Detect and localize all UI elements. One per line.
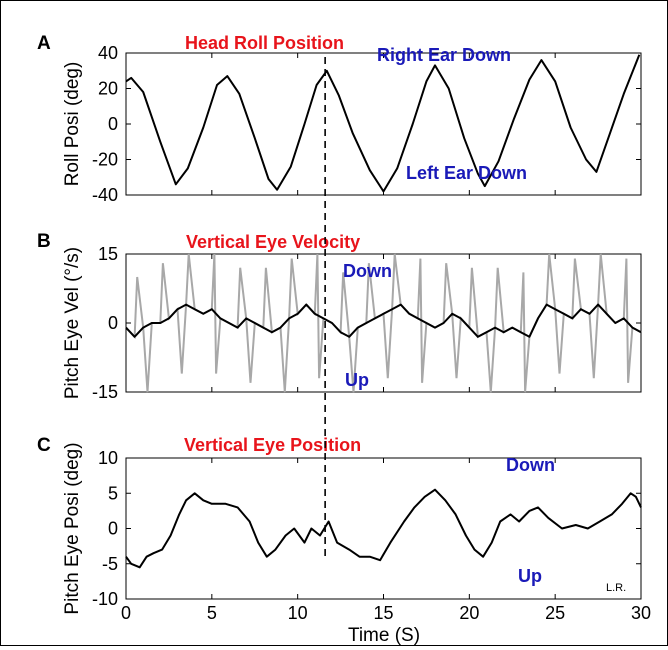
panel-c-x-tick-label: 0	[121, 603, 131, 623]
panel-a-y-tick-label: 40	[98, 43, 118, 63]
panel-c-y-tick-label: 5	[108, 483, 118, 503]
panel-a-y-tick-label: 0	[108, 114, 118, 134]
panel-a-annotation: Right Ear Down	[377, 45, 511, 65]
panel-a-axes-box	[125, 52, 642, 196]
panel-c-y-axis-label: Pitch Eye Posi (deg)	[62, 442, 83, 614]
panel-a-y-axis-label: Roll Posi (deg)	[62, 62, 83, 187]
panel-b-group: 15 0 -15 B Vertical Eye Velocity Down Up Pitch …	[37, 231, 642, 402]
panel-a-y-tick-label: -40	[92, 185, 118, 205]
panel-b-y-tick-label: 15	[98, 244, 118, 264]
panel-c-annotation: Down	[506, 455, 555, 475]
panel-c-x-tick-label: 30	[631, 603, 651, 623]
x-axis-label: Time (S)	[348, 625, 420, 645]
panel-c-y-tick-label: 10	[98, 448, 118, 468]
panel-c-y-tick-label: -5	[102, 554, 118, 574]
panel-c-label: C	[37, 435, 51, 456]
panel-c-title: Vertical Eye Position	[184, 435, 361, 455]
panel-c-y-tick-label: 0	[108, 519, 118, 539]
panel-a-data-line	[125, 54, 641, 193]
credit-text: L.R.	[606, 582, 626, 594]
panel-c-x-tick-label: 25	[545, 603, 565, 623]
panel-b-data-line	[125, 303, 642, 338]
panel-c-data-line	[125, 488, 642, 569]
panel-a-title: Head Roll Position	[185, 33, 344, 53]
panel-a-annotation: Left Ear Down	[406, 163, 527, 183]
raw-eye-velocity-line	[125, 253, 642, 393]
panel-c-x-tick-label: 10	[288, 603, 308, 623]
panel-c-annotation: Up	[518, 566, 542, 586]
panel-c-y-tick-label: -10	[92, 589, 118, 609]
panel-a-y-tick-label: 20	[98, 79, 118, 99]
panel-c-x-tick-label: 20	[459, 603, 479, 623]
panel-a-label: A	[37, 33, 51, 54]
panel-c-x-tick-label: 15	[373, 603, 393, 623]
panel-b-label: B	[37, 231, 51, 252]
panel-b-y-tick-label: 0	[108, 313, 118, 333]
panel-b-annotation: Up	[345, 370, 369, 390]
panel-a-y-tick-label: -20	[92, 150, 118, 170]
panel-c-x-tick-label: 5	[207, 603, 217, 623]
panel-b-y-axis-label: Pitch Eye Vel (°/s)	[62, 247, 83, 399]
panel-b-y-tick-label: -15	[92, 382, 118, 402]
panel-b-title: Vertical Eye Velocity	[186, 232, 360, 252]
panel-a-group: 40 20 0 -20 -40 A Head Roll Position Right Ear …	[37, 33, 642, 205]
panel-b-annotation: Down	[343, 261, 392, 281]
